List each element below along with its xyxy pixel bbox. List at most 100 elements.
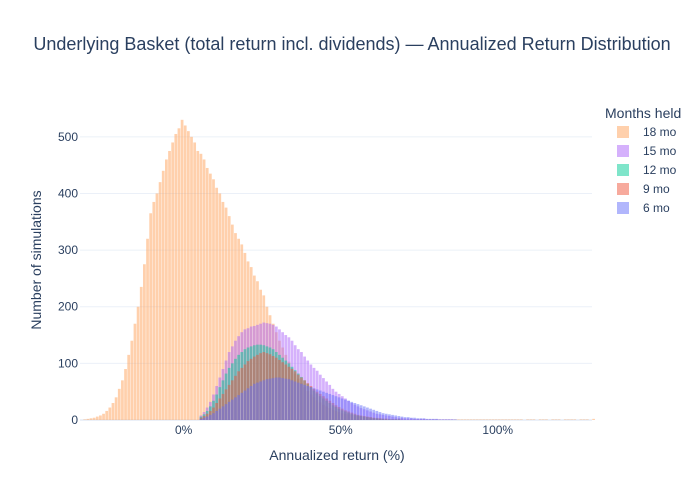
bar[interactable] bbox=[146, 238, 149, 420]
bar[interactable] bbox=[265, 379, 269, 420]
bar[interactable] bbox=[293, 381, 297, 420]
bar[interactable] bbox=[494, 419, 498, 420]
bar[interactable] bbox=[256, 382, 259, 420]
bar[interactable] bbox=[315, 389, 319, 420]
bar[interactable] bbox=[130, 340, 134, 420]
bar[interactable] bbox=[356, 404, 360, 420]
bar[interactable] bbox=[410, 417, 413, 420]
bar[interactable] bbox=[234, 233, 237, 420]
bar[interactable] bbox=[183, 125, 187, 420]
bar[interactable] bbox=[224, 207, 228, 420]
bar[interactable] bbox=[369, 408, 372, 420]
bar[interactable] bbox=[325, 392, 328, 420]
bar[interactable] bbox=[243, 390, 247, 420]
bar[interactable] bbox=[463, 419, 467, 420]
bar[interactable] bbox=[318, 390, 322, 420]
bar[interactable] bbox=[516, 419, 520, 420]
bar[interactable] bbox=[208, 173, 212, 420]
bar[interactable] bbox=[193, 142, 197, 420]
bar[interactable] bbox=[551, 419, 555, 420]
bar[interactable] bbox=[573, 419, 577, 420]
bar[interactable] bbox=[447, 419, 451, 420]
bar[interactable] bbox=[168, 150, 171, 420]
legend-swatch[interactable] bbox=[617, 183, 629, 195]
bar[interactable] bbox=[237, 238, 240, 420]
bar[interactable] bbox=[457, 419, 460, 420]
bar[interactable] bbox=[425, 418, 429, 420]
bar[interactable] bbox=[127, 354, 131, 420]
bar[interactable] bbox=[372, 409, 376, 420]
bar[interactable] bbox=[252, 383, 256, 420]
bar[interactable] bbox=[400, 416, 404, 420]
bar[interactable] bbox=[105, 410, 109, 420]
bar[interactable] bbox=[117, 388, 121, 420]
bar[interactable] bbox=[274, 377, 278, 420]
bar[interactable] bbox=[296, 382, 300, 420]
bar[interactable] bbox=[366, 407, 369, 420]
bar[interactable] bbox=[215, 187, 219, 420]
legend-label[interactable]: 18 mo bbox=[643, 125, 677, 139]
bar[interactable] bbox=[541, 419, 545, 420]
bar[interactable] bbox=[501, 419, 504, 420]
bar[interactable] bbox=[230, 224, 234, 420]
bar[interactable] bbox=[337, 397, 341, 420]
bar[interactable] bbox=[215, 410, 219, 420]
bar[interactable] bbox=[136, 306, 140, 420]
bar[interactable] bbox=[224, 404, 228, 420]
bar[interactable] bbox=[419, 418, 423, 420]
bar[interactable] bbox=[199, 418, 203, 420]
bar[interactable] bbox=[287, 379, 291, 420]
bar[interactable] bbox=[139, 286, 143, 420]
bar[interactable] bbox=[416, 418, 420, 420]
bar[interactable] bbox=[579, 419, 583, 420]
legend-swatch[interactable] bbox=[617, 145, 629, 157]
bar[interactable] bbox=[249, 386, 253, 420]
bar[interactable] bbox=[121, 380, 124, 420]
bar[interactable] bbox=[171, 142, 175, 420]
bar[interactable] bbox=[205, 167, 209, 420]
bar[interactable] bbox=[554, 419, 558, 420]
bar[interactable] bbox=[108, 407, 112, 420]
bar[interactable] bbox=[221, 201, 225, 420]
bar[interactable] bbox=[378, 412, 382, 420]
bar[interactable] bbox=[227, 216, 231, 420]
bar[interactable] bbox=[234, 397, 237, 420]
bar[interactable] bbox=[485, 419, 489, 420]
bar[interactable] bbox=[570, 419, 573, 420]
legend-label[interactable]: 6 mo bbox=[643, 201, 670, 215]
bar[interactable] bbox=[491, 419, 495, 420]
bar[interactable] bbox=[406, 417, 410, 420]
bar[interactable] bbox=[453, 419, 457, 420]
bar[interactable] bbox=[83, 419, 87, 420]
bar[interactable] bbox=[89, 418, 93, 420]
legend-label[interactable]: 9 mo bbox=[643, 182, 670, 196]
bar[interactable] bbox=[205, 416, 209, 420]
bar[interactable] bbox=[158, 182, 162, 420]
bar[interactable] bbox=[262, 380, 266, 420]
bar[interactable] bbox=[545, 419, 548, 420]
bar[interactable] bbox=[212, 413, 215, 420]
bar[interactable] bbox=[422, 418, 426, 420]
bar[interactable] bbox=[482, 419, 486, 420]
bar[interactable] bbox=[532, 419, 536, 420]
bar[interactable] bbox=[230, 399, 234, 420]
bar[interactable] bbox=[218, 408, 222, 420]
bar[interactable] bbox=[391, 414, 394, 420]
bar[interactable] bbox=[322, 391, 325, 420]
bar[interactable] bbox=[472, 419, 476, 420]
legend-label[interactable]: 12 mo bbox=[643, 163, 677, 177]
legend-swatch[interactable] bbox=[617, 164, 629, 176]
bar[interactable] bbox=[362, 406, 366, 420]
bar[interactable] bbox=[190, 136, 193, 421]
bar[interactable] bbox=[469, 419, 473, 420]
bar[interactable] bbox=[102, 413, 105, 420]
bar[interactable] bbox=[111, 403, 115, 420]
bar[interactable] bbox=[510, 419, 514, 420]
bar[interactable] bbox=[124, 369, 127, 420]
bar[interactable] bbox=[497, 419, 501, 420]
bar[interactable] bbox=[312, 388, 316, 420]
bar[interactable] bbox=[438, 419, 442, 420]
bar[interactable] bbox=[303, 384, 306, 420]
bar[interactable] bbox=[114, 397, 118, 420]
bar[interactable] bbox=[155, 193, 159, 420]
